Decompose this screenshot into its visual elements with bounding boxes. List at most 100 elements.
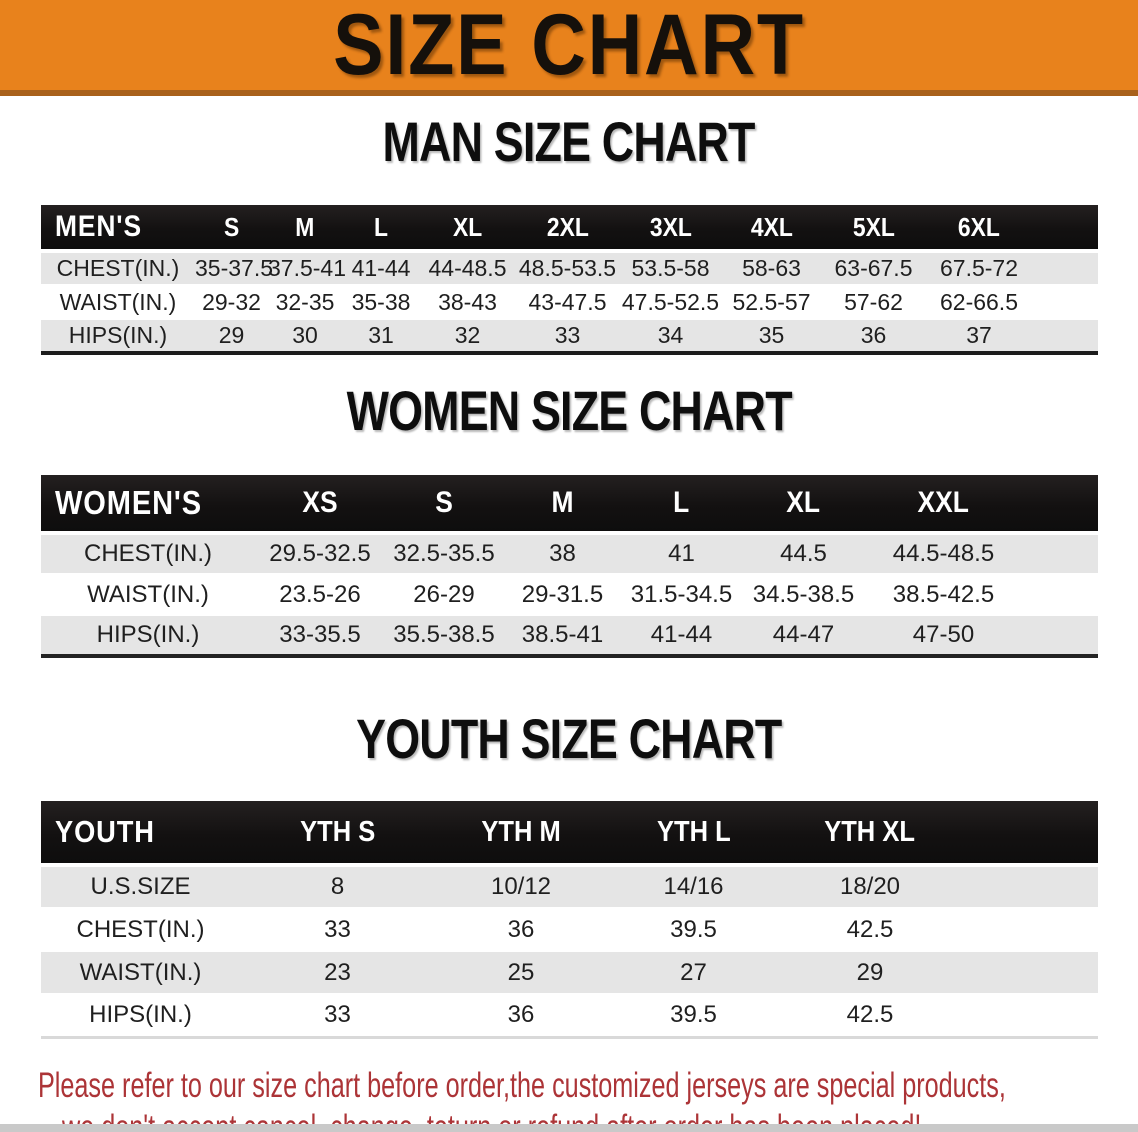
header-filler [1033, 205, 1098, 253]
size-value: 37.5-41 [268, 251, 346, 286]
table-corner-label: YOUTH [41, 801, 240, 867]
size-value: 44.5 [741, 533, 866, 575]
womens-size-table: WOMEN'S XS S M L XL XXL CHEST(IN.) 29.5-32.5 32.5… [41, 475, 1098, 658]
size-value: 67.5-72 [925, 251, 1033, 286]
size-value: 31 [342, 319, 420, 355]
size-value: 32.5-35.5 [385, 533, 503, 575]
row-label: CHEST(IN.) [41, 251, 195, 286]
men-section-heading-text: MAN SIZE CHART [382, 110, 756, 173]
size-value: 43-47.5 [515, 285, 620, 320]
row-label: CHEST(IN.) [41, 533, 255, 575]
size-value: 36 [822, 319, 925, 355]
table-row: WAIST(IN.) 23.5-26 26-29 29-31.5 31.5-34.5 34… [41, 574, 1098, 616]
size-value: 38-43 [420, 285, 515, 320]
youth-size-table: YOUTH YTH S YTH M YTH L YTH XL U.S.SIZE 8 10/12… [41, 801, 1098, 1039]
row-label: U.S.SIZE [41, 865, 240, 909]
column-header: XL [420, 205, 515, 253]
row-label: HIPS(IN.) [41, 319, 195, 355]
size-chart-banner: SIZE CHART [0, 0, 1138, 96]
row-label: WAIST(IN.) [41, 285, 195, 320]
bottom-edge-strip [0, 1124, 1138, 1132]
header-filler [960, 801, 1098, 867]
table-corner-label: MEN'S [41, 205, 195, 253]
row-label: HIPS(IN.) [41, 615, 255, 658]
size-value: 35.5-38.5 [385, 615, 503, 658]
size-value: 62-66.5 [925, 285, 1033, 320]
table-row: HIPS(IN.) 33-35.5 35.5-38.5 38.5-41 41-44 44-… [41, 615, 1098, 658]
size-value: 36 [435, 908, 607, 952]
disclaimer-line-1: Please refer to our size chart before or… [38, 1065, 1006, 1105]
size-value: 52.5-57 [721, 285, 822, 320]
column-header: 3XL [620, 205, 721, 253]
size-value: 63-67.5 [822, 251, 925, 286]
size-value: 33 [515, 319, 620, 355]
column-header: L [342, 205, 420, 253]
size-value: 41-44 [622, 615, 741, 658]
table-row: CHEST(IN.) 29.5-32.5 32.5-35.5 38 41 44.5 44.5… [41, 533, 1098, 575]
table-row: HIPS(IN.) 33 36 39.5 42.5 [41, 994, 1098, 1039]
size-value: 35 [721, 319, 822, 355]
size-value: 29.5-32.5 [255, 533, 385, 575]
women-section-heading: WOMEN SIZE CHART [0, 379, 1138, 452]
column-header: 5XL [822, 205, 925, 253]
size-value: 38.5-41 [503, 615, 622, 658]
row-filler [1033, 319, 1098, 355]
size-value: 10/12 [435, 865, 607, 909]
size-value: 44-48.5 [420, 251, 515, 286]
row-filler [1021, 533, 1098, 575]
table-row: CHEST(IN.) 35-37.5 37.5-41 41-44 44-48.5 48.5… [41, 251, 1098, 286]
row-filler [1033, 251, 1098, 286]
size-value: 39.5 [607, 908, 780, 952]
size-value: 41-44 [342, 251, 420, 286]
row-filler [1021, 615, 1098, 658]
row-filler [960, 908, 1098, 952]
header-row: WOMEN'S XS S M L XL XXL [41, 475, 1098, 535]
size-value: 31.5-34.5 [622, 574, 741, 616]
size-value: 37 [925, 319, 1033, 355]
size-value: 26-29 [385, 574, 503, 616]
column-header: XS [255, 475, 385, 535]
size-value: 44.5-48.5 [866, 533, 1021, 575]
row-label: WAIST(IN.) [41, 574, 255, 616]
size-value: 44-47 [741, 615, 866, 658]
column-header: M [503, 475, 622, 535]
size-value: 36 [435, 994, 607, 1039]
size-value: 41 [622, 533, 741, 575]
size-value: 29-32 [195, 285, 268, 320]
page-title: SIZE CHART [333, 0, 805, 93]
order-disclaimer: Please refer to our size chart before or… [0, 1065, 1138, 1132]
size-value: 25 [435, 951, 607, 995]
row-filler [1021, 574, 1098, 616]
youth-section-heading: YOUTH SIZE CHART [0, 711, 1138, 780]
table-row: CHEST(IN.) 33 36 39.5 42.5 [41, 908, 1098, 952]
column-header: YTH M [435, 801, 607, 867]
men-section-heading: MAN SIZE CHART [0, 110, 1138, 183]
size-value: 34.5-38.5 [741, 574, 866, 616]
size-value: 23.5-26 [255, 574, 385, 616]
size-value: 35-38 [342, 285, 420, 320]
column-header: XL [741, 475, 866, 535]
size-value: 18/20 [780, 865, 960, 909]
size-value: 48.5-53.5 [515, 251, 620, 286]
column-header: L [622, 475, 741, 535]
column-header: 6XL [925, 205, 1033, 253]
mens-size-table: MEN'S S M L XL 2XL 3XL 4XL 5XL 6XL CHEST(IN.) 35-37… [41, 205, 1098, 355]
table-row: WAIST(IN.) 23 25 27 29 [41, 951, 1098, 995]
row-label: WAIST(IN.) [41, 951, 240, 995]
women-section-heading-text: WOMEN SIZE CHART [346, 379, 792, 442]
column-header: S [195, 205, 268, 253]
header-row: YOUTH YTH S YTH M YTH L YTH XL [41, 801, 1098, 867]
size-value: 33 [240, 908, 435, 952]
table-row: HIPS(IN.) 29 30 31 32 33 34 35 36 37 [41, 319, 1098, 355]
size-value: 53.5-58 [620, 251, 721, 286]
size-value: 33-35.5 [255, 615, 385, 658]
size-value: 23 [240, 951, 435, 995]
size-value: 34 [620, 319, 721, 355]
row-filler [1033, 285, 1098, 320]
column-header: YTH XL [780, 801, 960, 867]
row-label: CHEST(IN.) [41, 908, 240, 952]
size-value: 14/16 [607, 865, 780, 909]
row-filler [960, 951, 1098, 995]
size-value: 38 [503, 533, 622, 575]
size-value: 30 [268, 319, 342, 355]
